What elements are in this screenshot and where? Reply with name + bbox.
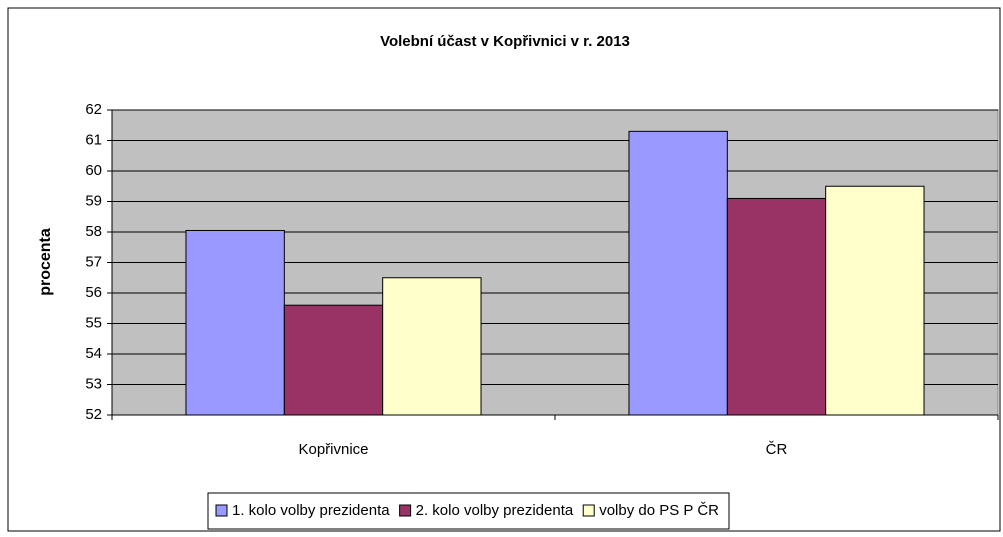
legend-label: volby do PS P ČR: [599, 502, 719, 519]
legend-box: [207, 492, 730, 530]
y-tick-label: 61: [85, 131, 102, 148]
y-tick-label: 54: [85, 345, 102, 362]
legend-label: 1. kolo volby prezidenta: [232, 502, 390, 519]
x-tick-label: Kopřivnice: [298, 441, 368, 458]
bar: [726, 197, 827, 416]
chart-title: Volební účast v Kopřivnici v r. 2013: [380, 33, 630, 50]
y-tick-label: 62: [85, 101, 102, 118]
legend-swatch: [215, 504, 228, 517]
y-tick-label: 53: [85, 375, 102, 392]
y-tick-label: 55: [85, 314, 102, 331]
y-tick-label: 56: [85, 284, 102, 301]
legend-swatch: [582, 504, 595, 517]
y-tick-label: 58: [85, 223, 102, 240]
bar: [628, 130, 728, 416]
bar: [825, 185, 925, 416]
y-tick-label: 57: [85, 253, 102, 270]
bar: [382, 277, 482, 416]
y-tick-label: 59: [85, 192, 102, 209]
y-tick-label: 52: [85, 406, 102, 423]
legend-label: 2. kolo volby prezidenta: [416, 502, 574, 519]
bar: [283, 304, 384, 416]
x-tick-label: ČR: [766, 441, 788, 458]
y-tick-label: 60: [85, 162, 102, 179]
y-axis-label: procenta: [37, 228, 54, 296]
legend-swatch: [399, 504, 412, 517]
bar: [185, 229, 285, 416]
